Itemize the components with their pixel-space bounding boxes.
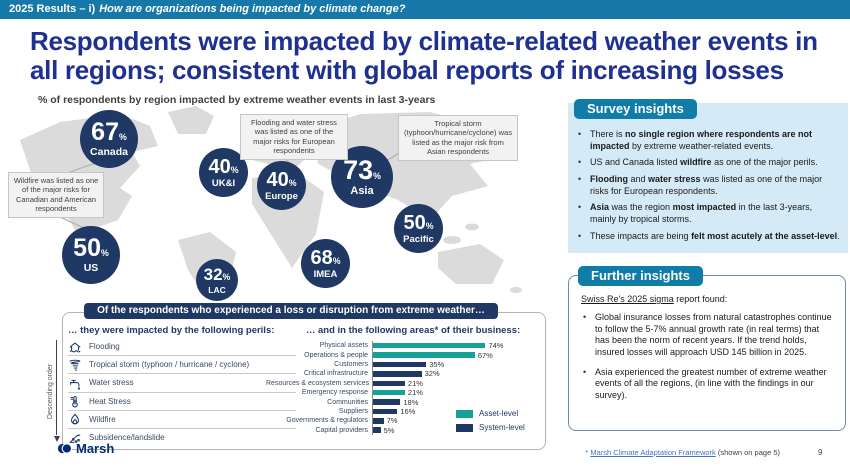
region-label: IMEA xyxy=(313,268,338,280)
table-row: Governments & regulators 7% xyxy=(286,416,398,426)
descending-order-axis: Descending order xyxy=(47,340,62,442)
list-item: Heat Stress xyxy=(68,393,296,411)
table-row: Emergency response 21% xyxy=(301,387,423,398)
list-item: Tropical storm (typhoon / hurricane / cy… xyxy=(68,356,296,375)
region-label: Asia xyxy=(350,185,374,197)
callout-tropical-storm: Tropical storm (typhoon/hurricane/cyclon… xyxy=(398,115,518,161)
page-title: Respondents were impacted by climate-rel… xyxy=(30,26,818,85)
list-item: Water stress xyxy=(68,374,296,393)
region-bubble-uki: 40% UK&I xyxy=(199,148,248,197)
bar xyxy=(373,371,422,377)
region-label: LAC xyxy=(208,284,226,295)
areas-bar-chart: Physical assets 74% Operations & people 67… xyxy=(266,341,540,435)
landslide-icon xyxy=(68,431,84,445)
descending-order-label: Descending order xyxy=(47,363,55,420)
table-row: Communities 18% xyxy=(327,397,419,407)
loss-disruption-header: Of the respondents who experienced a los… xyxy=(84,303,498,319)
faucet-icon xyxy=(68,376,84,390)
list-item: Subsidence/landslide xyxy=(68,429,296,446)
region-label: US xyxy=(83,262,99,275)
region-label: Pacific xyxy=(403,233,434,245)
legend-item: System-level xyxy=(456,423,525,432)
further-insights-title: Further insights xyxy=(578,266,703,286)
region-bubble-europe: 40% Europe xyxy=(257,161,306,210)
table-row: Operations & people 67% xyxy=(304,350,493,360)
callout-wildfire: Wildfire was listed as one of the major … xyxy=(8,172,104,218)
perils-list: Flooding Tropical storm (typhoon / hurri… xyxy=(68,338,296,446)
marsh-logo-icon xyxy=(57,443,72,454)
table-row: Resources & ecosystem services 21% xyxy=(266,378,423,388)
region-bubble-asia: 73% Asia xyxy=(331,146,393,208)
further-insights-panel: Swiss Re's 2025 sigma report found: Glob… xyxy=(568,275,846,431)
page-number: 9 xyxy=(818,448,823,457)
survey-insights-list: There is no single region where responde… xyxy=(568,103,848,243)
list-item: Flooding xyxy=(68,338,296,357)
region-label: Europe xyxy=(265,190,298,202)
header-prefix: 2025 Results – i) xyxy=(9,3,96,15)
list-item: There is no single region where responde… xyxy=(578,129,840,152)
region-bubble-canada: 67% Canada xyxy=(80,110,138,168)
asset-level-swatch xyxy=(456,409,473,418)
areas-heading: … and in the following areas* of their b… xyxy=(305,325,521,336)
footnote-link[interactable]: Marsh Climate Adaptation Framework xyxy=(590,448,716,457)
bar xyxy=(373,342,486,349)
bar xyxy=(373,418,384,424)
table-row: Suppliers 16% xyxy=(338,406,416,417)
list-item: Wildfire xyxy=(68,411,296,429)
region-label: UK&I xyxy=(211,177,236,189)
map-subtitle: % of respondents by region impacted by e… xyxy=(38,94,436,106)
survey-insights-title: Survey insights xyxy=(574,99,697,119)
callout-flooding: Flooding and water stress was listed as … xyxy=(240,114,348,160)
legend-item: Asset-level xyxy=(456,409,525,418)
bar xyxy=(373,408,398,415)
bar xyxy=(373,380,405,386)
survey-insights-panel: There is no single region where responde… xyxy=(568,103,848,253)
chart-legend: Asset-level System-level xyxy=(456,409,525,437)
header-question: How are organizations being impacted by … xyxy=(99,3,406,15)
tornado-icon xyxy=(68,358,84,372)
table-row: Capital providers 5% xyxy=(315,425,395,435)
list-item: Flooding and water stress was listed as … xyxy=(578,174,840,197)
region-bubble-pacific: 50% Pacific xyxy=(394,204,443,253)
thermometer-icon xyxy=(68,394,84,408)
bar xyxy=(373,399,401,405)
table-row: Physical assets 74% xyxy=(319,341,504,351)
system-level-swatch xyxy=(456,423,473,432)
perils-heading: … they were impacted by the following pe… xyxy=(68,325,275,336)
list-item: Asia experienced the greatest number of … xyxy=(583,367,835,402)
bar xyxy=(373,361,427,368)
region-label: Canada xyxy=(90,146,128,159)
list-item: Asia was the region most impacted in the… xyxy=(578,202,840,225)
flame-icon xyxy=(68,412,84,426)
bar xyxy=(373,352,475,358)
bar xyxy=(373,389,405,396)
arrow-down-icon xyxy=(53,436,60,442)
brand-name: Marsh xyxy=(76,441,115,456)
bar xyxy=(373,427,381,433)
marsh-logo: Marsh xyxy=(57,441,114,456)
slide-header-bar: 2025 Results – i) How are organizations b… xyxy=(0,0,850,19)
axis-line xyxy=(56,340,57,435)
region-bubble-us: 50% US xyxy=(62,226,120,284)
table-row: Customers 35% xyxy=(334,359,445,370)
region-bubble-lac: 32% LAC xyxy=(196,259,238,301)
list-item: Global insurance losses from natural cat… xyxy=(583,312,835,359)
table-row: Critical infrastructure 32% xyxy=(303,369,440,379)
footnote: * Marsh Climate Adaptation Framework (sh… xyxy=(585,448,780,457)
list-item: These impacts are being felt most acutel… xyxy=(578,231,840,243)
region-bubble-imea: 68% IMEA xyxy=(301,239,350,288)
further-insights-list: Global insurance losses from natural cat… xyxy=(569,312,845,402)
further-insights-intro[interactable]: Swiss Re's 2025 sigma report found: xyxy=(581,294,728,304)
house-flood-icon xyxy=(68,340,84,354)
list-item: US and Canada listed wildfire as one of … xyxy=(578,157,840,169)
